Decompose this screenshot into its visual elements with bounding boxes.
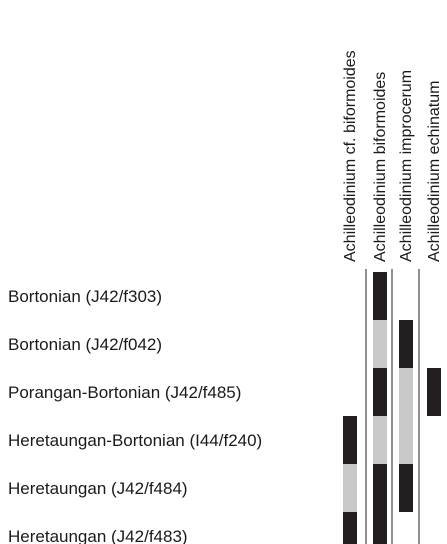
row-labels: Bortonian (J42/f303) Bortonian (J42/f042…	[8, 287, 262, 544]
row-label: Heretaungan-Bortonian (I44/f240)	[8, 431, 262, 450]
uncertain-cell	[343, 464, 357, 512]
taxon-label: Achilleodinium improcerum	[398, 70, 415, 262]
uncertain-cell	[373, 320, 387, 368]
presence-cell	[373, 464, 387, 512]
presence-cell	[427, 368, 441, 416]
presence-cell	[373, 368, 387, 416]
row-label: Heretaungan (J42/f484)	[8, 479, 188, 498]
presence-cell	[399, 320, 413, 368]
presence-cell	[373, 272, 387, 320]
uncertain-cell	[399, 416, 413, 464]
uncertain-cell	[399, 368, 413, 416]
presence-cell	[343, 512, 357, 544]
taxon-label: Achilleodinium biformoides	[372, 72, 389, 262]
presence-cell	[399, 464, 413, 512]
row-label: Bortonian (J42/f042)	[8, 335, 162, 354]
taxon-label: Achilleodinium cf. biformoides	[342, 50, 359, 262]
row-label: Heretaungan (J42/f483)	[8, 527, 188, 544]
column-lines	[365, 269, 420, 544]
taxon-label: Achilleodinium echinatum	[426, 81, 443, 262]
presence-cell	[373, 512, 387, 544]
uncertain-cell	[373, 416, 387, 464]
row-label: Porangan-Bortonian (J42/f485)	[8, 383, 241, 402]
presence-cell	[343, 416, 357, 464]
row-label: Bortonian (J42/f303)	[8, 287, 162, 306]
occurrence-cells	[343, 272, 441, 544]
taxon-labels: Achilleodinium cf. biformoides Achilleod…	[342, 50, 443, 262]
